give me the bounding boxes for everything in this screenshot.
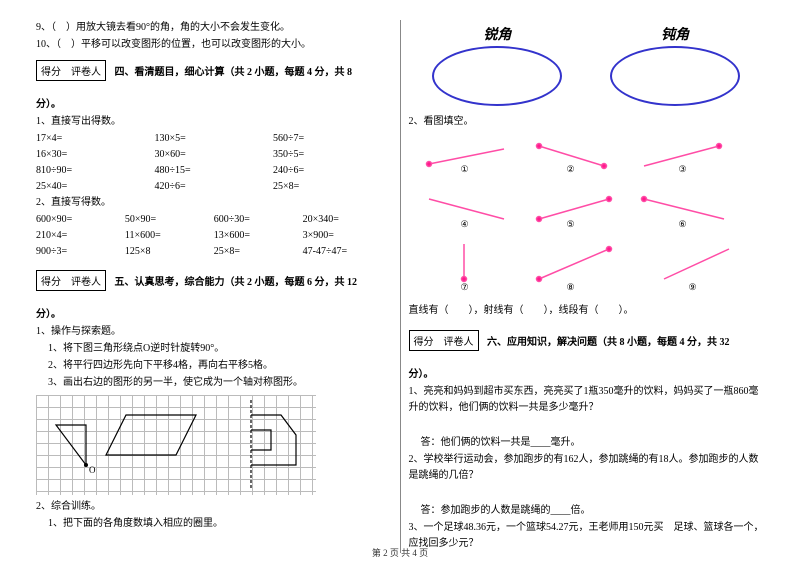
- word-problem-2: 2、学校举行运动会，参加跑步的有162人，参加跳绳的有18人。参加跑步的人数是跳…: [409, 452, 765, 484]
- prompt-r2: 2、看图填空。: [409, 114, 765, 130]
- circle-9: ⑨: [689, 282, 697, 293]
- circle-3: ③: [679, 164, 687, 175]
- oval-acute: [432, 46, 562, 106]
- circle-2: ②: [567, 164, 575, 175]
- fill-blank: 直线有（ ），射线有（ ），线段有（ ）。: [409, 303, 765, 319]
- circle-8: ⑧: [567, 282, 575, 293]
- score-box: 得分 评卷人: [36, 60, 106, 81]
- circle-4: ④: [461, 219, 469, 230]
- prompt-1: 1、直接写出得数。: [36, 114, 392, 130]
- oval-label-obtuse: 钝角: [610, 24, 740, 44]
- prompt-2b1: 1、把下面的各角度数填入相应的圈里。: [36, 516, 392, 532]
- section-4-title: 四、看清题目，细心计算（共 2 小题，每题 4 分，共 8: [115, 67, 353, 78]
- circle-1: ①: [461, 164, 469, 175]
- op-step: 1、将下图三角形绕点O逆时针旋转90°。: [36, 341, 392, 357]
- calc-row: 210×4=11×600=13×600=3×900=: [36, 228, 392, 244]
- score-box: 得分 评卷人: [409, 330, 479, 351]
- word-problem-1: 1、亮亮和妈妈到超市买东西，亮亮买了1瓶350毫升的饮料，妈妈买了一瓶860毫升…: [409, 384, 765, 416]
- question-10: 10、（ ）平移可以改变图形的位置，也可以改变图形的大小。: [36, 37, 392, 53]
- circle-6: ⑥: [679, 219, 687, 230]
- calc-row: 900÷3=125×825×8=47-47÷47=: [36, 244, 392, 260]
- oval-row: 锐角 钝角: [409, 24, 765, 106]
- calc-row: 25×40=420÷6=25×8=: [36, 179, 392, 195]
- fen-label: 分）。: [36, 97, 392, 113]
- oval-label-acute: 锐角: [432, 24, 562, 44]
- prompt-2: 2、直接写得数。: [36, 195, 392, 211]
- calc-row: 17×4=130×5=560÷7=: [36, 131, 392, 147]
- op-title: 1、操作与探索题。: [36, 324, 392, 340]
- svg-text:O: O: [89, 465, 96, 475]
- prompt-2b: 2、综合训练。: [36, 499, 392, 515]
- fen-label: 分）。: [409, 367, 765, 383]
- calc-row: 16×30=30×60=350÷5=: [36, 147, 392, 163]
- op-step: 2、将平行四边形先向下平移4格，再向右平移5格。: [36, 358, 392, 374]
- section-5-title: 五、认真思考，综合能力（共 2 小题，每题 6 分，共 12: [115, 277, 358, 288]
- calc-row: 810÷90=480÷15=240÷6=: [36, 163, 392, 179]
- answer-2: 答：参加跑步的人数是跳绳的____倍。: [409, 503, 765, 519]
- fen-label: 分）。: [36, 307, 392, 323]
- oval-obtuse: [610, 46, 740, 106]
- question-9: 9、（ ）用放大镜去看90°的角，角的大小不会发生变化。: [36, 20, 392, 36]
- grid-figure: O: [36, 395, 316, 495]
- circle-5: ⑤: [567, 219, 575, 230]
- calc-row: 600×90=50×90=600÷30=20×340=: [36, 212, 392, 228]
- op-step: 3、画出右边的图形的另一半，使它成为一个轴对称图形。: [36, 375, 392, 391]
- score-box: 得分 评卷人: [36, 270, 106, 291]
- circle-7: ⑦: [461, 282, 469, 293]
- section-6-title: 六、应用知识，解决问题（共 8 小题，每题 4 分，共 32: [487, 337, 730, 348]
- answer-1: 答：他们俩的饮料一共是____毫升。: [409, 435, 765, 451]
- angle-diagram: ① ② ③ ④ ⑤ ⑥ ⑦ ⑧ ⑨: [409, 134, 765, 299]
- page-footer: 第 2 页 共 4 页: [0, 546, 800, 559]
